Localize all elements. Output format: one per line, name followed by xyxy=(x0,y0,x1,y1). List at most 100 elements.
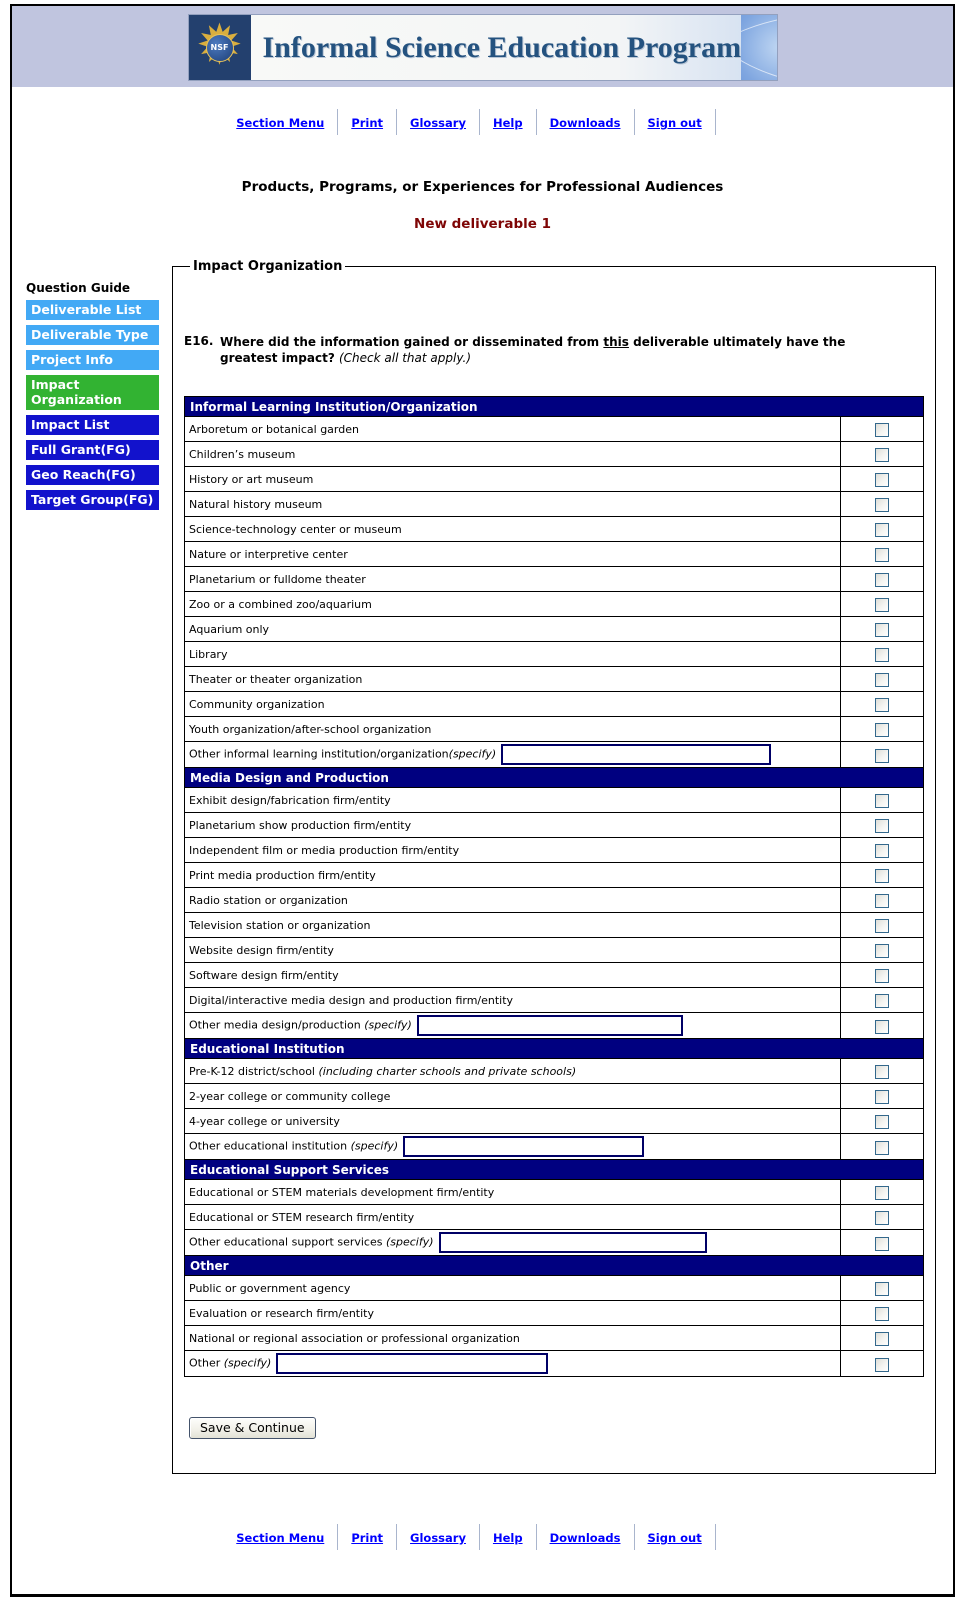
question-underlined-word: this xyxy=(603,335,629,349)
section-header-row: Educational Institution xyxy=(184,1038,924,1059)
checkbox[interactable] xyxy=(875,1211,889,1225)
checkbox[interactable] xyxy=(875,1332,889,1346)
nav-link-print[interactable]: Print xyxy=(351,116,384,130)
nav-separator xyxy=(478,109,480,135)
option-label-cell: Arboretum or botanical garden xyxy=(184,416,841,442)
checkbox[interactable] xyxy=(875,448,889,462)
option-label-cell: Exhibit design/fabrication firm/entity xyxy=(184,787,841,813)
nav-link-glossary[interactable]: Glossary xyxy=(410,116,466,130)
option-label-cell: Website design firm/entity xyxy=(184,937,841,963)
specify-input[interactable] xyxy=(416,1015,683,1036)
checkbox[interactable] xyxy=(875,698,889,712)
option-label: Natural history museum xyxy=(189,497,323,511)
checkbox-cell xyxy=(840,641,924,667)
option-label: Software design firm/entity xyxy=(189,968,339,982)
sidebar-item-deliverable-list[interactable]: Deliverable List xyxy=(26,300,159,320)
option-row: Theater or theater organization xyxy=(184,666,924,692)
sidebar-item-deliverable-type[interactable]: Deliverable Type xyxy=(26,325,159,345)
nav-link-section-menu[interactable]: Section Menu xyxy=(236,1531,325,1545)
nav-separator xyxy=(396,109,398,135)
checkbox[interactable] xyxy=(875,1115,889,1129)
sidebar-item-full-grant-fg[interactable]: Full Grant(FG) xyxy=(26,440,159,460)
nav-link-help[interactable]: Help xyxy=(492,116,523,130)
option-label-cell: Community organization xyxy=(184,691,841,717)
page-subtitle: New deliverable 1 xyxy=(414,216,551,232)
checkbox-cell xyxy=(840,987,924,1013)
checkbox[interactable] xyxy=(875,844,889,858)
sidebar-item-impact-organization[interactable]: Impact Organization xyxy=(26,375,159,410)
checkbox[interactable] xyxy=(875,1357,889,1372)
nav-separator xyxy=(714,1524,716,1550)
save-continue-button[interactable]: Save & Continue xyxy=(189,1417,316,1439)
checkbox[interactable] xyxy=(875,819,889,833)
nav-link-help[interactable]: Help xyxy=(492,1531,523,1545)
option-label-cell: Planetarium or fulldome theater xyxy=(184,566,841,592)
checkbox[interactable] xyxy=(875,623,889,637)
checkbox[interactable] xyxy=(875,1140,889,1155)
sidebar-item-target-group-fg[interactable]: Target Group(FG) xyxy=(26,490,159,510)
option-label: Other educational institution xyxy=(189,1139,351,1153)
checkbox[interactable] xyxy=(875,573,889,587)
checkbox[interactable] xyxy=(875,994,889,1008)
checkbox[interactable] xyxy=(875,1307,889,1321)
checkbox[interactable] xyxy=(875,1236,889,1251)
option-label: Theater or theater organization xyxy=(189,672,363,686)
checkbox[interactable] xyxy=(875,1186,889,1200)
checkbox[interactable] xyxy=(875,723,889,737)
page-title: Products, Programs, or Experiences for P… xyxy=(241,179,724,195)
nav-link-downloads[interactable]: Downloads xyxy=(549,116,621,130)
checkbox[interactable] xyxy=(875,498,889,512)
specify-input[interactable] xyxy=(438,1232,707,1253)
checkbox[interactable] xyxy=(875,1090,889,1104)
checkbox[interactable] xyxy=(875,598,889,612)
checkbox[interactable] xyxy=(875,548,889,562)
checkbox[interactable] xyxy=(875,919,889,933)
checkbox[interactable] xyxy=(875,1019,889,1034)
option-row: Other educational support services (spec… xyxy=(184,1229,924,1256)
sidebar-item-impact-list[interactable]: Impact List xyxy=(26,415,159,435)
option-label: Arboretum or botanical garden xyxy=(189,422,359,436)
checkbox[interactable] xyxy=(875,944,889,958)
question-text: Where did the information gained or diss… xyxy=(220,334,894,366)
checkbox[interactable] xyxy=(875,648,889,662)
checkbox[interactable] xyxy=(875,969,889,983)
option-label-note: (specify) xyxy=(223,1356,272,1370)
checkbox-cell xyxy=(840,862,924,888)
option-label-note: (specify) xyxy=(385,1235,434,1249)
checkbox[interactable] xyxy=(875,869,889,883)
option-label: Planetarium or fulldome theater xyxy=(189,572,366,586)
nav-link-downloads[interactable]: Downloads xyxy=(549,1531,621,1545)
nav-separator xyxy=(633,1524,635,1550)
option-label-cell: National or regional association or prof… xyxy=(184,1325,841,1351)
sidebar-item-project-info[interactable]: Project Info xyxy=(26,350,159,370)
nav-link-glossary[interactable]: Glossary xyxy=(410,1531,466,1545)
option-label: 4-year college or university xyxy=(189,1114,340,1128)
option-row: Software design firm/entity xyxy=(184,962,924,988)
checkbox[interactable] xyxy=(875,423,889,437)
nav-link-sign-out[interactable]: Sign out xyxy=(647,1531,702,1545)
option-label-cell: Other educational institution (specify) xyxy=(184,1133,841,1160)
checkbox[interactable] xyxy=(875,1065,889,1079)
specify-input[interactable] xyxy=(501,744,772,765)
option-row: Other informal learning institution/orga… xyxy=(184,741,924,768)
checkbox-cell xyxy=(840,716,924,742)
checkbox-cell xyxy=(840,1300,924,1326)
checkbox[interactable] xyxy=(875,673,889,687)
sidebar-item-geo-reach-fg[interactable]: Geo Reach(FG) xyxy=(26,465,159,485)
specify-input[interactable] xyxy=(276,1353,549,1374)
option-row: Arboretum or botanical garden xyxy=(184,416,924,442)
option-label-note: (specify) xyxy=(364,1018,412,1032)
checkbox[interactable] xyxy=(875,794,889,808)
specify-input[interactable] xyxy=(403,1136,645,1157)
nav-link-sign-out[interactable]: Sign out xyxy=(647,116,702,130)
page-frame: ✹ NSF Informal Science Education Program… xyxy=(10,4,955,1597)
question-text-before: Where did the information gained or diss… xyxy=(220,335,600,349)
checkbox[interactable] xyxy=(875,473,889,487)
nav-link-print[interactable]: Print xyxy=(351,1531,384,1545)
checkbox[interactable] xyxy=(875,748,889,763)
checkbox[interactable] xyxy=(875,1282,889,1296)
option-label: Print media production firm/entity xyxy=(189,868,376,882)
checkbox[interactable] xyxy=(875,894,889,908)
checkbox[interactable] xyxy=(875,523,889,537)
nav-link-section-menu[interactable]: Section Menu xyxy=(236,116,325,130)
